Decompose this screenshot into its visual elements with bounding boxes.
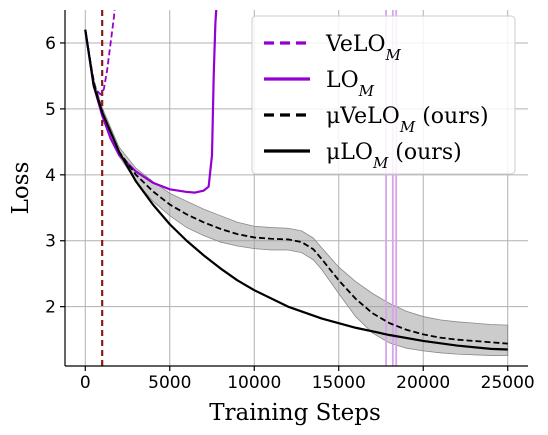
legend-box (251, 15, 516, 175)
x-ticks: 0 5000 10000 15000 20000 25000 (80, 366, 535, 393)
y-axis-title: Loss (8, 162, 34, 215)
band-series-2 (84, 29, 509, 356)
legend: VeLOM LOM μVeLOM (ours) μLOM (ours) (251, 15, 516, 175)
legend-label-1: LOM (326, 68, 375, 100)
series-line-1 (84, 10, 218, 194)
x-tick-label-5: 25000 (481, 373, 535, 393)
y-tick-label-3: 5 (45, 100, 56, 120)
x-tick-label-0: 0 (80, 373, 91, 393)
y-tick-label-2: 4 (45, 166, 56, 186)
legend-label-0: VeLOM (325, 32, 402, 64)
legend-label-3: μLOM (ours) (326, 140, 462, 172)
x-tick-label-3: 15000 (312, 373, 366, 393)
y-ticks: 2 3 4 5 6 (45, 34, 65, 318)
confidence-bands (84, 29, 509, 356)
series-line-3 (84, 29, 508, 351)
x-tick-label-2: 10000 (227, 373, 281, 393)
series-line-2 (84, 29, 508, 345)
x-tick-label-1: 5000 (148, 373, 191, 393)
y-tick-label-1: 3 (45, 232, 56, 252)
legend-label-2: μVeLOM (ours) (326, 104, 489, 136)
x-tick-label-4: 20000 (396, 373, 450, 393)
y-tick-label-0: 2 (45, 298, 56, 318)
series-line-0 (84, 10, 116, 96)
series-lines (84, 10, 508, 351)
y-tick-label-4: 6 (45, 34, 56, 54)
x-axis-title: Training Steps (209, 400, 381, 426)
